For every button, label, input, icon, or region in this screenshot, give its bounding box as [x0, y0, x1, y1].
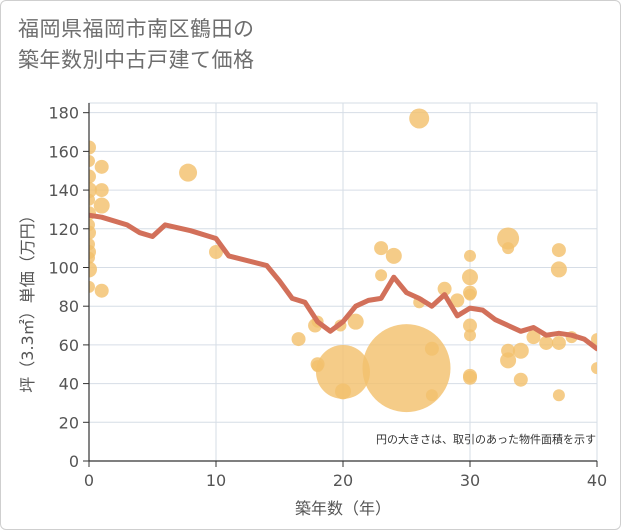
- y-tick-label-8: 160: [48, 142, 79, 161]
- data-point-18: [209, 245, 223, 260]
- y-tick-label-2: 40: [59, 375, 79, 394]
- data-point-37: [450, 293, 465, 308]
- bubbles: [89, 108, 597, 413]
- data-point-57: [552, 389, 565, 402]
- data-point-41: [464, 288, 476, 301]
- data-point-4: [89, 193, 95, 206]
- data-point-46: [497, 227, 520, 250]
- data-point-35: [425, 389, 438, 402]
- data-point-10: [89, 251, 95, 264]
- data-point-2: [89, 169, 96, 184]
- data-point-15: [93, 197, 110, 214]
- y-tick-label-1: 20: [59, 413, 79, 432]
- data-point-30: [385, 247, 402, 264]
- data-point-13: [94, 159, 109, 174]
- data-point-38: [464, 249, 476, 262]
- data-point-43: [464, 329, 476, 342]
- grid: [88, 102, 598, 462]
- x-tick-label-3: 30: [460, 471, 480, 490]
- data-point-7: [89, 225, 96, 240]
- x-tick-label-0: 0: [84, 471, 94, 490]
- y-tick-label-4: 80: [59, 297, 79, 316]
- data-point-3: [89, 182, 97, 199]
- data-point-36: [437, 281, 452, 296]
- y-tick-label-6: 120: [48, 220, 79, 239]
- data-point-29: [375, 269, 388, 282]
- trend-line: [89, 212, 597, 352]
- data-point-28: [374, 241, 389, 256]
- data-point-32: [409, 108, 430, 129]
- chart-title-line2: 築年数別中古戸建て価格: [18, 48, 255, 72]
- data-point-60: [591, 362, 597, 375]
- axes: [83, 103, 598, 467]
- data-point-25: [316, 344, 370, 399]
- data-point-34: [424, 341, 439, 356]
- data-point-19: [291, 332, 306, 347]
- data-point-11: [89, 261, 97, 278]
- data-point-17: [179, 163, 198, 182]
- y-tick-label-5: 100: [48, 258, 79, 277]
- data-point-31: [362, 324, 451, 413]
- data-point-53: [539, 335, 554, 350]
- x-axis-label: 築年数（年）: [295, 499, 391, 518]
- bubble-size-note: 円の大きさは、取引のあった物件面積を示す: [376, 432, 596, 446]
- y-axis-label: 坪（3.3㎡）単価（万円）: [18, 207, 37, 392]
- data-point-1: [89, 155, 95, 168]
- data-point-52: [526, 330, 541, 345]
- data-point-39: [462, 269, 478, 286]
- data-point-55: [550, 261, 567, 278]
- data-point-54: [551, 243, 566, 258]
- data-point-45: [463, 370, 477, 385]
- data-point-51: [513, 372, 528, 387]
- y-tick-label-3: 60: [59, 336, 79, 355]
- data-point-42: [463, 318, 477, 333]
- trend-line-group: [89, 212, 597, 352]
- chart-title-line1: 福岡県福岡市南区鶴田の: [18, 17, 255, 41]
- data-point-27: [347, 313, 364, 330]
- data-point-47: [502, 242, 515, 255]
- y-tick-label-9: 180: [48, 104, 79, 123]
- tick-labels: 0 20 40 60 80 100 120 140 160 180 0 10 20 30 40: [48, 104, 607, 490]
- y-tick-label-0: 0: [69, 452, 79, 471]
- data-point-12: [89, 280, 95, 293]
- x-tick-label-1: 10: [206, 471, 226, 490]
- data-point-59: [591, 333, 597, 346]
- data-point-26: [335, 383, 351, 400]
- data-point-0: [89, 140, 96, 155]
- data-point-16: [94, 283, 109, 298]
- y-tick-label-7: 140: [48, 181, 79, 200]
- x-tick-label-4: 40: [587, 471, 607, 490]
- data-point-50: [512, 342, 529, 359]
- data-point-49: [500, 352, 517, 369]
- data-point-56: [551, 335, 566, 350]
- data-point-14: [94, 183, 109, 198]
- x-tick-label-2: 20: [333, 471, 353, 490]
- chart-title: 福岡県福岡市南区鶴田の 築年数別中古戸建て価格: [18, 14, 255, 76]
